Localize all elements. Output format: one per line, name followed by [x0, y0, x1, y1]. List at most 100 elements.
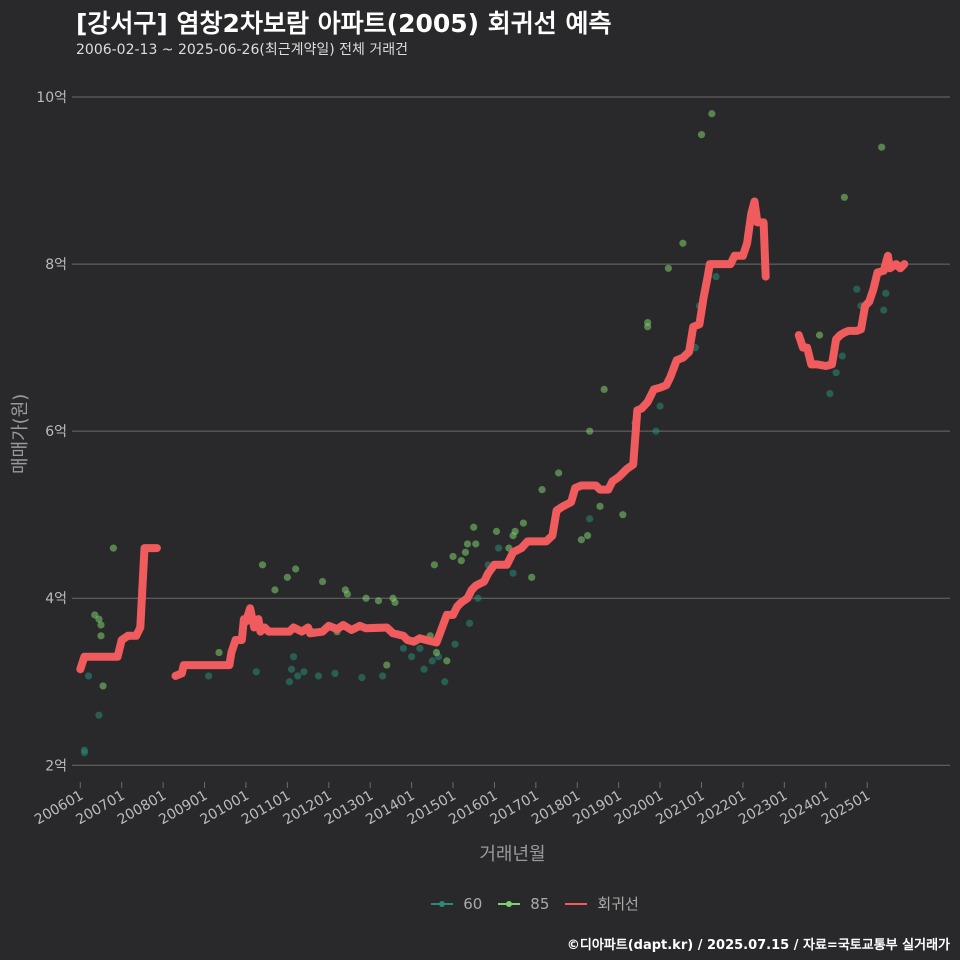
data-point-85 — [600, 385, 608, 394]
data-point-60 — [652, 427, 660, 435]
data-point-85 — [840, 193, 848, 201]
data-point-85 — [519, 519, 528, 527]
data-point-60 — [474, 594, 482, 602]
data-point-60 — [314, 672, 323, 680]
data-point-60 — [826, 389, 834, 398]
legend-label-regression: 회귀선 — [597, 895, 639, 913]
data-point-85 — [457, 557, 465, 565]
data-point-85 — [472, 540, 480, 548]
data-point-85 — [343, 590, 352, 598]
data-point-85 — [97, 632, 105, 640]
legend-item-60[interactable]: 60 — [431, 893, 482, 914]
data-point-60 — [465, 619, 474, 627]
legend-key-regression — [565, 897, 588, 911]
data-point-85 — [443, 657, 451, 665]
regression-line — [794, 251, 909, 370]
data-point-60 — [287, 665, 296, 673]
data-point-85 — [596, 502, 604, 510]
data-point-60 — [80, 746, 89, 754]
data-point-85 — [619, 511, 627, 519]
regression-line — [76, 544, 161, 674]
data-point-60 — [331, 669, 339, 678]
y-tick-label: 8억 — [45, 257, 67, 273]
data-point-60 — [853, 285, 861, 293]
data-point-85 — [449, 552, 457, 561]
data-point-60 — [656, 402, 664, 410]
regression-line — [171, 197, 770, 680]
data-point-85 — [528, 573, 536, 581]
data-point-60 — [712, 273, 720, 281]
legend: 60 85 회귀선 — [0, 893, 960, 914]
chart-subtitle: 2006-02-13 ~ 2025-06-26(최근계약일) 전체 거래건 — [76, 42, 408, 58]
data-point-85 — [463, 540, 472, 548]
data-point-60 — [205, 672, 213, 680]
data-point-60 — [586, 515, 594, 523]
legend-item-85[interactable]: 85 — [498, 893, 549, 914]
data-point-60 — [408, 653, 416, 661]
data-point-60 — [399, 644, 407, 652]
data-point-60 — [420, 665, 428, 673]
data-point-85 — [99, 682, 107, 690]
data-point-60 — [294, 672, 302, 680]
data-point-85 — [292, 565, 300, 573]
data-point-60 — [289, 653, 298, 661]
data-point-60 — [285, 678, 294, 686]
data-point-85 — [95, 615, 103, 623]
legend-label-85: 85 — [530, 894, 550, 913]
data-point-85 — [815, 331, 824, 339]
y-tick-label: 4억 — [45, 591, 67, 607]
chart-title: [강서구] 염창2차보람 아파트(2005) 회귀선 예측 — [76, 9, 612, 38]
data-point-85 — [878, 143, 886, 151]
y-axis-label: 매매가(원) — [10, 393, 31, 474]
data-point-85 — [374, 597, 383, 605]
data-point-60 — [882, 289, 890, 297]
data-point-60 — [252, 668, 260, 676]
data-point-85 — [470, 523, 478, 531]
data-point-60 — [428, 657, 436, 665]
data-point-85 — [432, 648, 441, 657]
data-point-85 — [391, 598, 399, 607]
data-point-60 — [832, 369, 840, 377]
data-point-85 — [362, 594, 370, 602]
data-point-60 — [838, 352, 846, 360]
data-point-60 — [509, 569, 517, 577]
data-point-85 — [644, 323, 652, 331]
data-point-60 — [379, 672, 387, 680]
data-point-85 — [679, 239, 687, 247]
data-point-60 — [451, 640, 459, 648]
data-point-85 — [555, 469, 563, 477]
data-point-85 — [258, 561, 267, 569]
data-point-85 — [383, 661, 391, 669]
data-point-85 — [97, 621, 105, 629]
data-point-85 — [586, 427, 594, 435]
data-point-85 — [697, 131, 706, 139]
data-point-85 — [283, 573, 291, 581]
data-point-60 — [300, 668, 308, 676]
data-point-85 — [708, 110, 716, 118]
data-point-60 — [95, 711, 103, 719]
y-tick-label: 10억 — [36, 90, 67, 106]
data-point-60 — [416, 644, 424, 652]
x-axis-label: 거래년월 — [479, 844, 546, 865]
data-point-85 — [109, 544, 118, 552]
data-point-60 — [494, 544, 503, 552]
data-point-85 — [577, 536, 586, 544]
data-point-85 — [430, 561, 438, 569]
legend-key-60 — [431, 897, 454, 911]
data-point-85 — [461, 548, 470, 556]
y-tick-label: 6억 — [45, 424, 67, 440]
data-point-60 — [880, 306, 888, 314]
y-tick-label: 2억 — [45, 758, 67, 774]
data-point-85 — [492, 527, 501, 536]
source-caption: ©디아파트(dapt.kr) / 2025.07.15 / 자료=국토교통부 실… — [566, 938, 950, 953]
data-point-85 — [584, 531, 592, 540]
data-point-60 — [441, 678, 449, 686]
data-point-85 — [511, 527, 519, 536]
legend-key-85 — [498, 897, 521, 911]
data-point-60 — [84, 672, 93, 680]
legend-item-regression[interactable]: 회귀선 — [565, 893, 639, 914]
data-point-60 — [358, 673, 366, 682]
data-point-85 — [271, 586, 279, 594]
data-point-85 — [318, 577, 327, 586]
